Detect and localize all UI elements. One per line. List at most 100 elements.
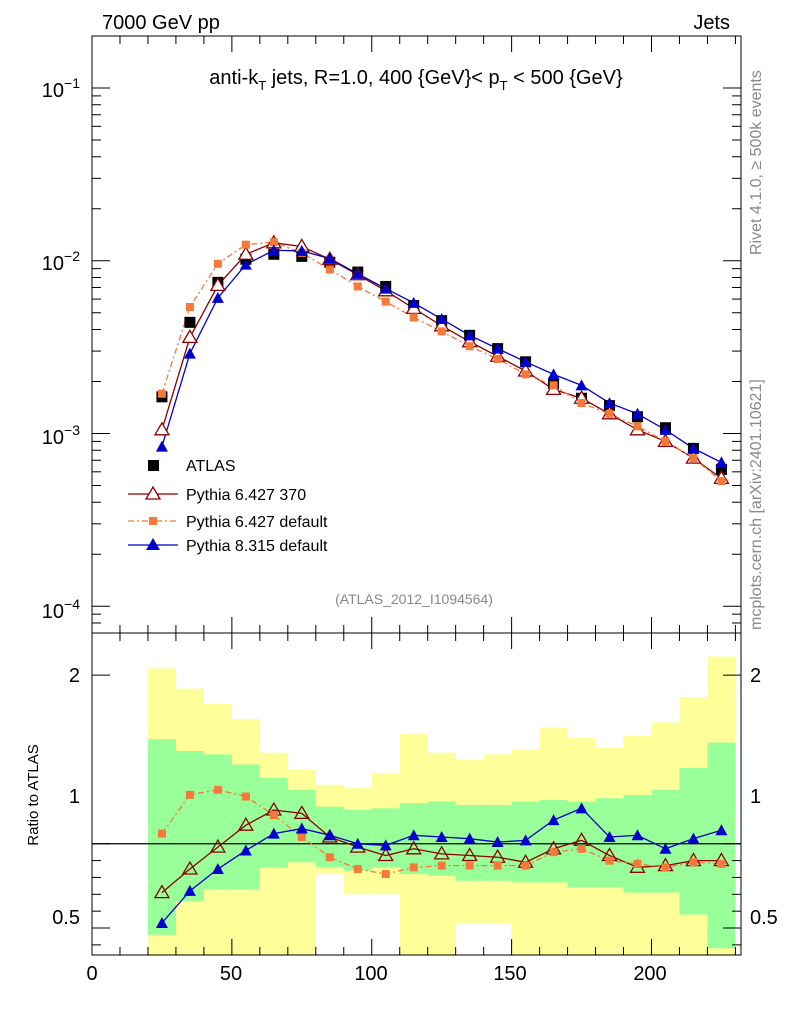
inner-band-bin [707, 742, 736, 949]
ratio-py6-default-point [661, 863, 670, 872]
inner-band-bin [175, 751, 204, 902]
py6-default-data-point [717, 477, 726, 486]
py6-default-data-point [213, 259, 222, 268]
title-sub-2: T [500, 78, 508, 93]
ratio-py6-default-point [269, 811, 278, 820]
py6-default-data-point [577, 399, 586, 408]
ratio-py8-point [407, 829, 420, 841]
title-part-post: < 500 {GeV} [508, 67, 623, 89]
py8-data-point [575, 379, 588, 391]
py6-default-data-point [661, 437, 670, 446]
ratio-py6-370-point [433, 845, 450, 860]
py6-default-data-point [689, 454, 698, 463]
py8-data-point [211, 291, 224, 303]
main-plot-series [153, 234, 730, 486]
py8-data-point [715, 456, 728, 468]
ratio-py8-point [687, 832, 700, 844]
ratio-py6-default-point [325, 853, 334, 862]
ratio-py8-point [715, 824, 728, 836]
ratio-py6-370-point [237, 816, 254, 831]
py6-370-data-point [181, 329, 199, 344]
ratio-py6-default-point [577, 844, 586, 853]
ratio-y-tick-2-right: 2 [750, 665, 761, 687]
y-tick-label-1e-4: 10−4 [42, 596, 80, 623]
x-tick-label-0: 0 [86, 963, 97, 985]
ratio-py8-point [239, 844, 252, 856]
ratio-py6-default-point [297, 832, 306, 841]
py8-data-point [155, 440, 168, 452]
py6-default-data-point [409, 313, 418, 322]
py6-370-data-point [153, 421, 171, 436]
ratio-py6-370-point [181, 860, 199, 875]
legend-entry-py6-370: Pythia 6.427 370 [128, 485, 306, 504]
x-tick-label-50: 50 [220, 963, 242, 985]
header-left-label: 7000 GeV pp [102, 12, 220, 34]
py6-default-data-point [381, 297, 390, 306]
py8-data-point [631, 407, 644, 419]
side-rivet-label: Rivet 4.1.0, ≥ 500k events [748, 70, 765, 255]
ratio-py8-point [155, 916, 168, 928]
ratio-py6-default-point [465, 861, 474, 870]
py8-data-point [379, 282, 392, 294]
ratio-py8-point [491, 836, 504, 848]
side-mcplots-label: mcplots.cern.ch [arXiv:2401.10621] [748, 379, 765, 630]
legend-marker-py6-370 [144, 485, 162, 500]
ratio-py6-370-point [461, 847, 478, 862]
ratio-py6-default-point [633, 859, 642, 868]
legend-label-py8: Pythia 8.315 default [186, 538, 328, 555]
ratio-py8-point [575, 802, 588, 814]
py6-370-data-point [209, 277, 227, 292]
title-sub-1: T [258, 78, 266, 93]
ratio-uncertainty-bands [147, 656, 736, 955]
ratio-py8-point [463, 832, 476, 844]
py6-default-data-point [353, 282, 362, 291]
py6-default-data-point [325, 265, 334, 274]
ratio-py6-370-point [209, 838, 227, 853]
ratio-py8-point [547, 814, 560, 826]
ratio-py6-370-point [293, 805, 310, 820]
py6-default-data-point [633, 422, 642, 431]
py8-data-point [519, 355, 532, 367]
legend: ATLAS Pythia 6.427 370 Pythia 6.427 defa… [128, 458, 328, 555]
main-series-line [161, 241, 722, 482]
ratio-plot-axes [91, 632, 742, 956]
legend-label-py6-default: Pythia 6.427 default [186, 514, 328, 531]
title-part-pre: anti-k [209, 67, 259, 89]
ratio-py6-default-point [549, 848, 558, 857]
atlas-data-point [715, 463, 727, 475]
ratio-py6-default-point [521, 861, 530, 870]
legend-entry-py6-default: Pythia 6.427 default [128, 514, 328, 531]
ratio-py6-default-point [241, 792, 250, 801]
ratio-py6-370-point [153, 884, 171, 899]
py8-data-point [659, 423, 672, 435]
ratio-y-tick-05-right: 0.5 [750, 907, 778, 929]
inner-band-bin [567, 801, 596, 888]
py8-data-point [239, 258, 252, 270]
ratio-py6-default-point [689, 858, 698, 867]
ratio-py6-370-point [377, 847, 394, 862]
main-plot-title: anti-kT jets, R=1.0, 400 {GeV}< pT < 500… [209, 67, 623, 93]
ratio-py8-point [323, 829, 336, 841]
ratio-py6-default-point [409, 863, 418, 872]
ratio-y-tick-labels-right: 2 1 0.5 [750, 665, 778, 929]
ratio-y-axis-label: Ratio to ATLAS [25, 744, 42, 845]
ratio-plot-frame [91, 632, 742, 956]
inner-band-bin [371, 808, 400, 868]
ratio-plot-series [92, 785, 741, 928]
ratio-py6-default-point [353, 865, 362, 874]
py8-data-point [183, 347, 196, 359]
x-tick-label-200: 200 [633, 963, 666, 985]
analysis-label: (ATLAS_2012_I1094564) [335, 591, 493, 607]
title-part-mid: jets, R=1.0, 400 {GeV}< p [266, 67, 500, 89]
ratio-y-tick-05-left: 0.5 [52, 907, 80, 929]
y-tick-label-1e-3: 10−3 [42, 422, 80, 449]
y-tick-label-1e-1: 10−1 [42, 75, 80, 102]
inner-band-bin [651, 789, 680, 893]
py6-default-data-point [437, 327, 446, 336]
py8-data-point [435, 313, 448, 325]
py6-default-data-point [157, 389, 166, 398]
ratio-py6-370-point [405, 840, 422, 855]
ratio-py6-default-point [437, 861, 446, 870]
ratio-y-tick-1-right: 1 [750, 786, 761, 808]
